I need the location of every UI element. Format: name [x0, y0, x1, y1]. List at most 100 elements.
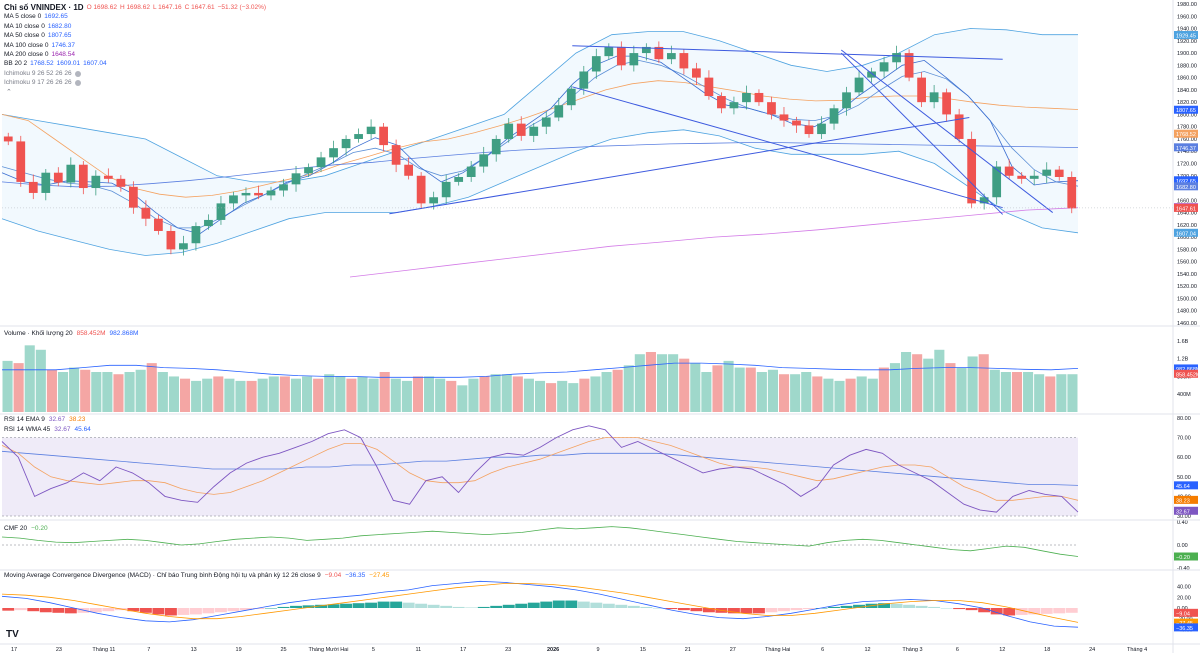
ohlc-c: C 1647.61 [184, 4, 215, 11]
price-tick: 1760.00 [1177, 137, 1197, 143]
candle-body [979, 197, 989, 204]
cmf-label: −0.20 [1176, 555, 1190, 561]
volume-bar [202, 378, 213, 412]
price-label-bg [1174, 129, 1198, 138]
price-tick: 1480.00 [1177, 309, 1197, 315]
candle-body [867, 71, 876, 78]
macd-label-bg [1174, 623, 1198, 632]
eye-icon[interactable] [74, 70, 81, 77]
time-axis-label: Tháng 11 [92, 647, 115, 653]
volume-bar [124, 372, 135, 412]
price-tick: 1500.00 [1177, 296, 1197, 302]
candle-body [541, 117, 551, 127]
indicator-row[interactable]: MA 100 close 0 1746.37 [4, 41, 269, 50]
symbol-title[interactable]: Chỉ số VNINDEX · 1D [4, 3, 84, 12]
macd-histogram-bar [965, 608, 978, 611]
macd-histogram-bar [590, 602, 603, 608]
indicator-label: MA 200 close 0 [4, 51, 49, 59]
candle-body [1004, 166, 1014, 176]
price-label: 1682.80 [1176, 185, 1196, 191]
macd-histogram-bar [39, 608, 52, 613]
candle-body [16, 141, 26, 182]
indicator-row[interactable]: MA 50 close 0 1807.65 [4, 31, 269, 40]
macd-histogram-bar [715, 608, 728, 613]
macd-line [1, 580, 1079, 628]
macd-histogram-bar [277, 606, 290, 608]
ohlc-l: L 1647.16 [152, 4, 182, 11]
volume-bar [801, 372, 812, 412]
volume-bar [102, 372, 113, 412]
candle-body [904, 53, 914, 78]
macd-label: −36.35 [1176, 626, 1193, 632]
candle-body [879, 62, 889, 72]
indicator-row[interactable]: Ichimoku 9 17 26 26 26 [4, 78, 269, 87]
rsi-val-2b: 45.64 [74, 426, 91, 433]
time-axis-label: 9 [596, 647, 599, 653]
volume-bar [2, 360, 13, 412]
indicator-label: Ichimoku 9 26 52 26 26 [4, 69, 72, 77]
indicator-row[interactable]: MA 200 close 0 1648.54 [4, 50, 269, 59]
candle-body [304, 167, 313, 174]
macd-histogram-bar [390, 601, 403, 608]
time-axis-label: 11 [415, 647, 421, 653]
indicator-row[interactable]: MA 10 close 0 1682.80 [4, 22, 269, 31]
macd-histogram-bar [327, 604, 340, 608]
macd-histogram-bar [302, 605, 315, 608]
indicator-row[interactable]: Ichimoku 9 26 52 26 26 [4, 69, 269, 78]
macd-histogram-bar [878, 603, 891, 608]
volume-tick: 400M [1177, 392, 1191, 398]
volume-bar [978, 354, 989, 412]
candle-body [516, 123, 526, 136]
indicator-row[interactable]: BB 20 2 1768.52 1609.01 1607.04 [4, 59, 269, 68]
price-tick: 1740.00 [1177, 149, 1197, 155]
candle-body [579, 71, 589, 89]
candle-body [216, 203, 226, 220]
indicator-row[interactable]: MA 5 close 0 1692.65 [4, 12, 269, 21]
volume-bar [468, 378, 479, 412]
indicator-label: MA 10 close 0 [4, 22, 45, 30]
volume-bar [867, 378, 878, 412]
macd-histogram-bar [64, 608, 77, 614]
candle-body [329, 148, 338, 158]
rsi-title-2: RSI 14 WMA 45 [4, 426, 51, 433]
candle-body [804, 125, 814, 135]
candle-body [967, 138, 977, 204]
rsi-tick: 40.00 [1177, 494, 1191, 500]
price-label: 1768.52 [1176, 132, 1196, 138]
macd-value-1: −9.04 [324, 572, 342, 579]
macd-histogram-bar [340, 603, 353, 608]
macd-histogram-bar [702, 608, 715, 613]
macd-histogram-bar [890, 603, 903, 608]
time-axis-label: Tháng 3 [902, 647, 922, 653]
trend-line [840, 49, 1054, 213]
ohlc-change: −51.32 (−3.02%) [217, 4, 267, 11]
collapse-legend-button[interactable]: ⌃ [6, 89, 12, 96]
macd-histogram-bar [853, 604, 866, 608]
volume-bar [268, 376, 279, 412]
time-axis-label: 21 [685, 647, 691, 653]
time-axis-label: 18 [1044, 647, 1050, 653]
macd-tick: 40.00 [1177, 585, 1191, 591]
volume-bar [246, 380, 257, 412]
volume-bar [767, 369, 778, 412]
rsi-label: 32.67 [1176, 509, 1190, 515]
macd-histogram-bar [765, 608, 778, 613]
price-label-bg [1174, 203, 1198, 212]
volume-bar [113, 374, 124, 412]
candle-body [66, 164, 76, 183]
price-tick: 1680.00 [1177, 186, 1197, 192]
price-tick: 1980.00 [1177, 2, 1197, 8]
rsi-line [1, 425, 1079, 513]
macd-histogram-bar [615, 604, 628, 608]
volume-label: 982.868M [1176, 367, 1200, 373]
eye-icon[interactable] [74, 79, 81, 86]
candle-body [366, 126, 376, 135]
candle-body [279, 184, 288, 191]
volume-bar [645, 352, 656, 412]
macd-histogram-bar [552, 600, 565, 608]
macd-histogram-bar [14, 608, 27, 611]
volume-bar [845, 378, 856, 412]
volume-bar [579, 378, 590, 412]
candle-body [454, 176, 464, 182]
